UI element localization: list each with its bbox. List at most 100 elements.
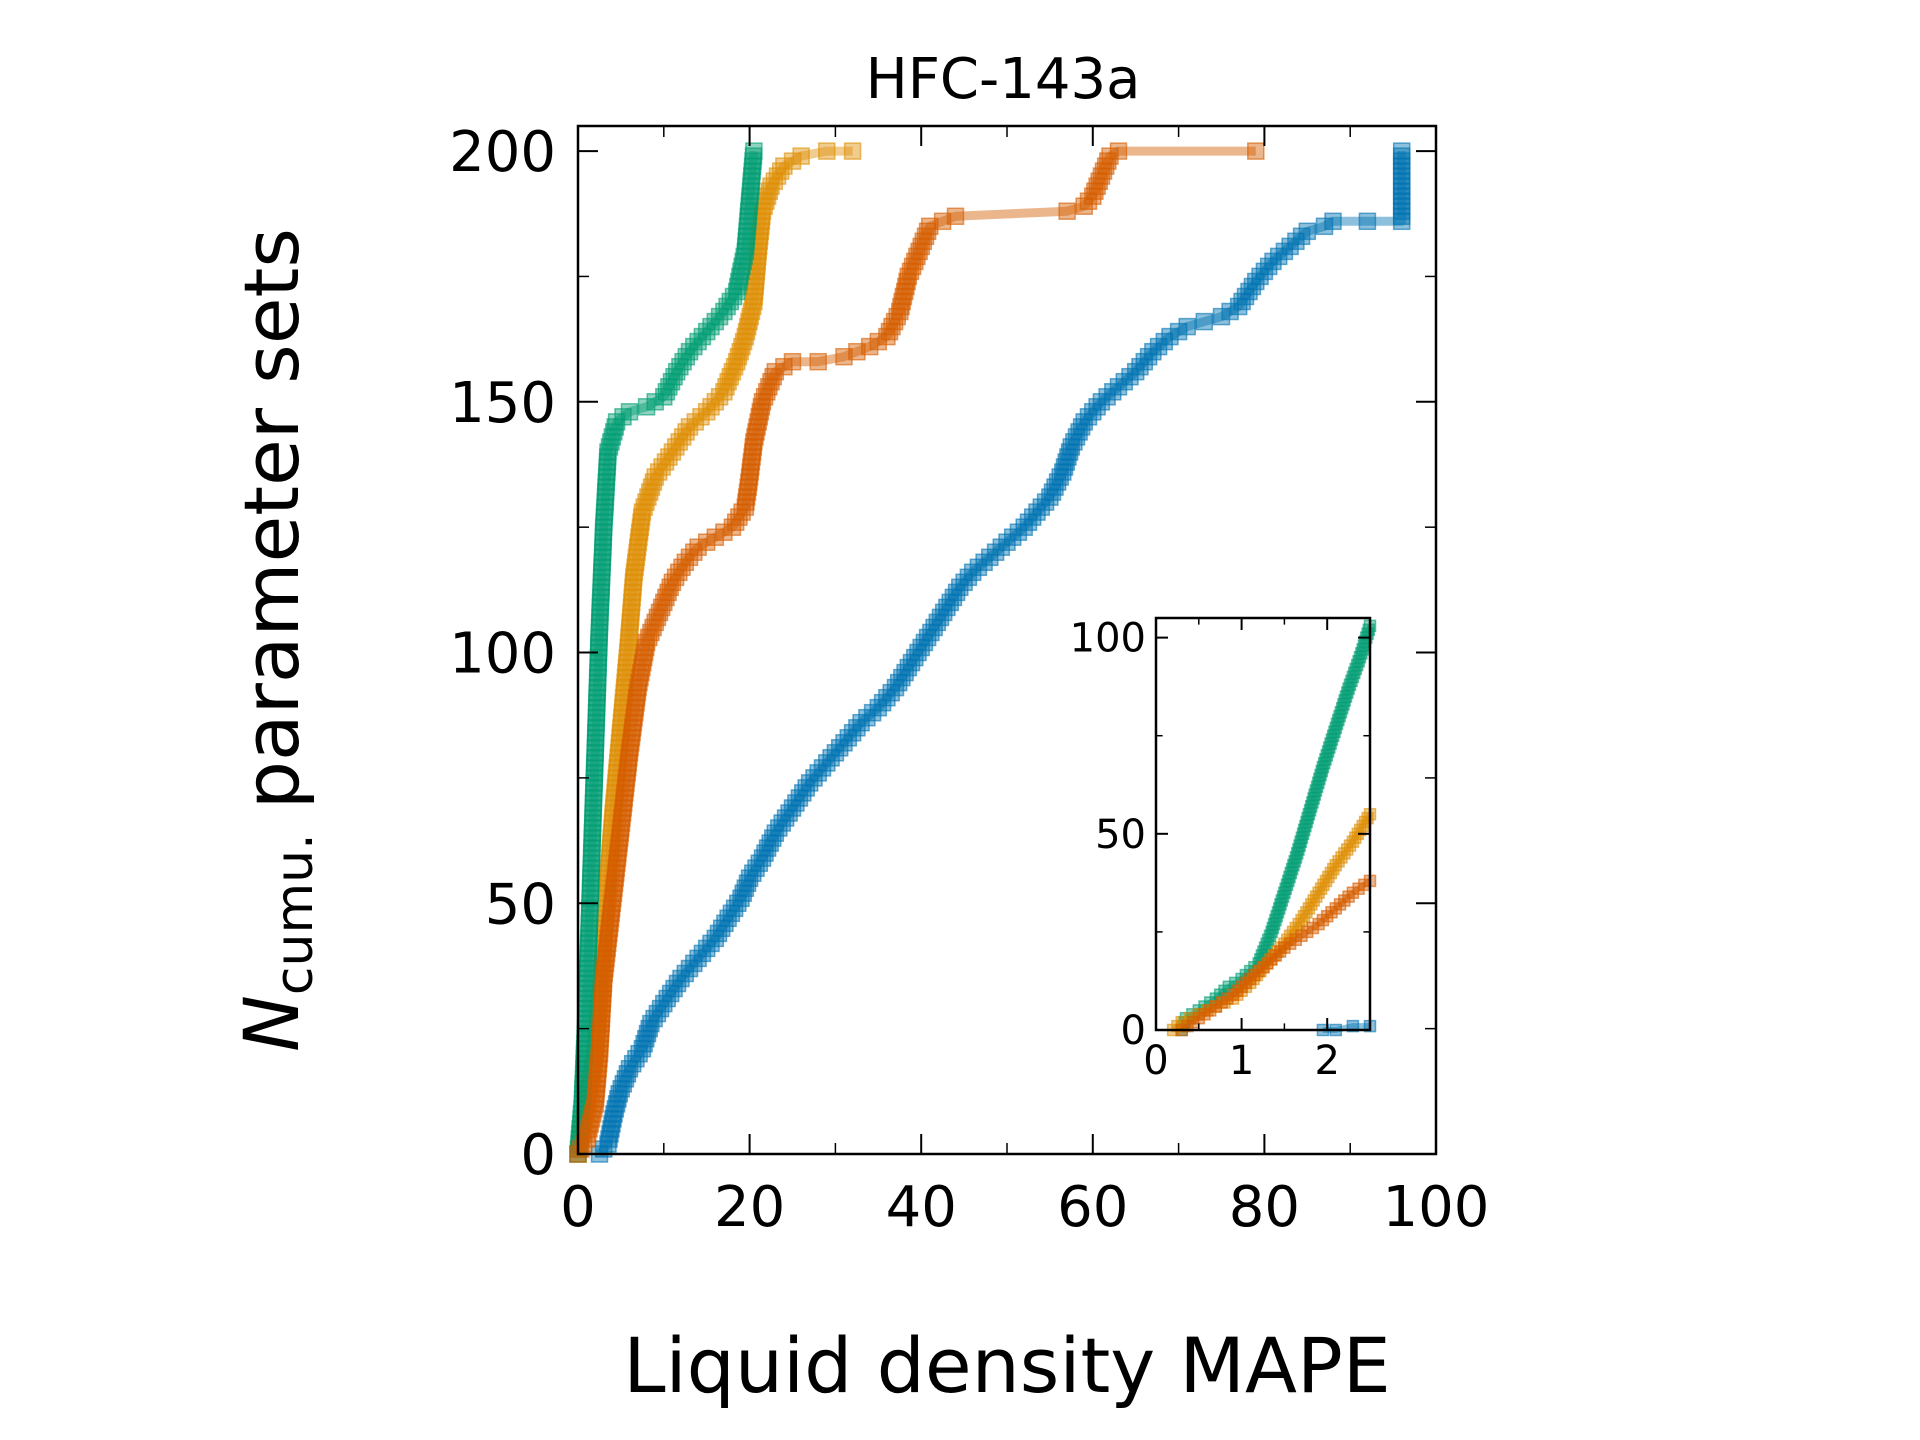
main-series-0-marker xyxy=(709,924,728,943)
main-series-3-marker xyxy=(933,212,952,231)
main-series-3-marker xyxy=(631,668,649,687)
y-axis-title-rest: parameter sets xyxy=(227,228,316,809)
main-series-3-marker xyxy=(1058,202,1076,220)
inset-series-0-marker xyxy=(1297,823,1311,837)
main-series-3-marker xyxy=(746,428,764,446)
inset-series-0-marker xyxy=(1293,839,1306,852)
main-series-3-marker xyxy=(918,222,937,241)
main-series-3-marker xyxy=(633,658,651,677)
main-series-0-marker xyxy=(600,1130,618,1148)
inset-series-0-marker xyxy=(1314,768,1327,782)
y-axis-title-subscript: cumu. xyxy=(265,833,325,995)
inset-series-0-marker xyxy=(1222,980,1236,994)
main-series-0-marker xyxy=(1072,418,1091,436)
main-series-0-marker xyxy=(604,1110,622,1128)
inset-series-0-marker xyxy=(1288,855,1301,868)
main-series-0-marker xyxy=(648,1004,667,1023)
main-series-0-marker xyxy=(941,593,959,612)
inset-series-0-marker xyxy=(1283,870,1296,884)
main-series-0-marker xyxy=(716,914,734,933)
main-series-1-marker xyxy=(739,317,757,336)
main-series-1-marker xyxy=(843,142,862,160)
main-series-2-marker xyxy=(734,252,752,271)
main-series-3-line xyxy=(574,146,1256,1157)
main-series-1-marker xyxy=(741,307,759,326)
inset-series-0-marker xyxy=(1321,745,1335,758)
main-series-3-marker xyxy=(737,488,756,506)
x-axis-title: Liquid density MAPE xyxy=(623,1321,1391,1410)
inset-series-0-marker xyxy=(1316,760,1330,774)
main-series-3-marker xyxy=(764,367,782,386)
main-series-2-marker xyxy=(671,357,689,376)
main-series-2-marker xyxy=(602,433,620,451)
inset-series-2-marker xyxy=(1333,898,1347,911)
main-series-3-marker xyxy=(897,277,915,296)
main-series-3-marker xyxy=(749,413,767,431)
main-series-3-marker xyxy=(670,563,688,582)
main-series-0-marker xyxy=(599,1135,617,1153)
inset-series-0-marker xyxy=(1289,851,1303,864)
inset-series-0-marker xyxy=(1355,647,1368,660)
inset-series-2-marker xyxy=(1243,972,1257,986)
main-series-0-marker xyxy=(1009,523,1028,541)
main-series-3-marker xyxy=(751,403,770,421)
main-series-3-marker xyxy=(892,297,910,316)
main-series-0-marker xyxy=(915,633,934,652)
inset-series-2-marker xyxy=(1342,890,1355,903)
inset-series-0-marker xyxy=(1324,737,1337,750)
main-series-3-marker xyxy=(585,1100,603,1118)
inset-series-3-marker xyxy=(1346,1019,1360,1033)
main-series-2-marker xyxy=(718,297,736,316)
inset-series-0-marker xyxy=(1243,964,1257,978)
inset-series-0-marker xyxy=(1306,796,1319,809)
main-series-3-marker xyxy=(581,1115,600,1133)
main-series-2-marker xyxy=(745,142,763,160)
main-series-3-marker xyxy=(752,398,771,416)
inset-series-0-marker xyxy=(1345,674,1358,688)
main-series-3-marker xyxy=(629,678,647,697)
main-series-0-marker xyxy=(899,658,918,677)
main-series-0-marker xyxy=(1048,473,1067,491)
main-y-tick-label: 0 xyxy=(520,1123,556,1188)
main-series-3-marker xyxy=(730,508,748,526)
main-series-3-marker xyxy=(579,1125,597,1143)
main-series-3-marker xyxy=(580,1120,598,1138)
main-series-0-marker xyxy=(1195,312,1214,331)
main-series-2-marker xyxy=(730,272,748,291)
main-series-3-marker xyxy=(666,568,685,587)
main-series-3-marker xyxy=(726,513,745,531)
main-series-0-marker xyxy=(1292,227,1311,246)
inset-series-0-marker xyxy=(1328,725,1341,739)
main-y-tick-label: 200 xyxy=(449,120,556,185)
main-y-tick-label: 150 xyxy=(449,371,556,436)
inset-series-0-marker xyxy=(1308,788,1321,801)
main-y-tick-label: 50 xyxy=(485,872,556,937)
inset-series-2-marker xyxy=(1316,913,1330,927)
inset-y-tick-label: 100 xyxy=(1070,616,1146,662)
inset-series-2-marker xyxy=(1325,906,1338,919)
inset-series-2-marker xyxy=(1239,976,1253,990)
inset-series-0-marker xyxy=(1235,972,1248,986)
main-series-2-marker xyxy=(620,403,639,421)
main-series-0-marker xyxy=(651,999,670,1018)
main-series-0-marker xyxy=(886,678,905,697)
inset-series-0-marker xyxy=(1341,686,1354,699)
inset-axis-ticks: 0 1 2 0 50 100 xyxy=(1070,616,1370,1084)
inset-series-0-marker xyxy=(1262,933,1275,947)
inset-series-2-marker xyxy=(1338,894,1351,907)
main-series-2-marker xyxy=(605,423,623,441)
main-x-tick-label: 100 xyxy=(1383,1175,1490,1240)
inset-series-0-marker xyxy=(1280,878,1294,892)
main-series-2-marker xyxy=(614,408,632,426)
inset-series-2-marker xyxy=(1320,909,1334,923)
main-series-0-marker xyxy=(1178,317,1196,336)
main-series-0-marker xyxy=(889,673,908,692)
inset-series-2-marker xyxy=(1252,964,1265,978)
inset-series-0-marker xyxy=(1319,753,1332,766)
inset-series-0-marker xyxy=(1267,917,1281,931)
main-series-0-marker xyxy=(931,608,950,627)
main-x-tick-label: 60 xyxy=(1057,1175,1128,1240)
main-series-0-marker xyxy=(896,663,914,682)
